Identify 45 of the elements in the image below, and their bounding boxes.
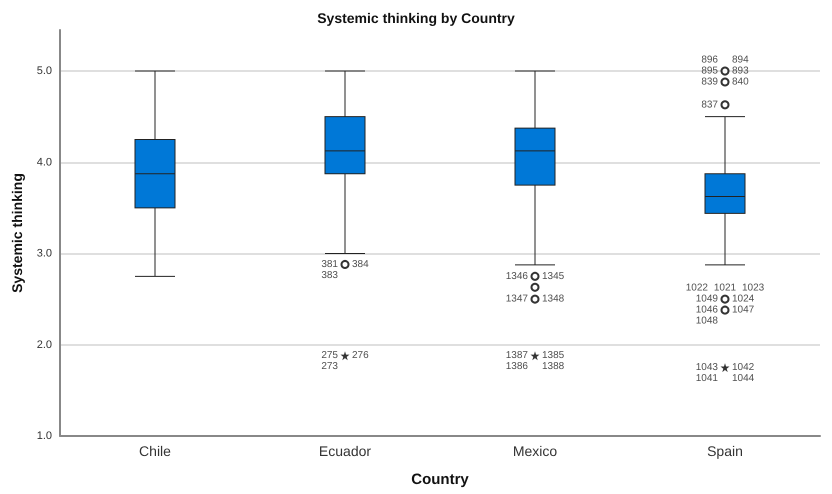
annotation: 275 bbox=[321, 350, 338, 362]
x-tick-label: Spain bbox=[707, 443, 743, 459]
x-tick-label: Ecuador bbox=[318, 443, 372, 459]
annotation: 1386 bbox=[506, 361, 528, 372]
annotation: 1046 bbox=[696, 304, 718, 316]
annotation: 1347 bbox=[506, 294, 528, 305]
annotation: 1041 bbox=[696, 373, 718, 384]
annotation: 384 bbox=[352, 258, 370, 270]
annotation: 1346 bbox=[506, 270, 528, 282]
annotation: 273 bbox=[321, 361, 338, 372]
annotation: 1043 bbox=[696, 362, 718, 374]
annotation: 381 bbox=[321, 258, 338, 270]
annotation: 837 bbox=[701, 99, 718, 110]
y-axis-title: Systemic thinking bbox=[9, 173, 25, 293]
annotation: 383 bbox=[321, 270, 338, 281]
annotation: 895 bbox=[701, 66, 718, 77]
x-tick-label: Chile bbox=[139, 443, 172, 459]
annotation: 276 bbox=[352, 350, 370, 362]
annotation: 1021 bbox=[714, 282, 737, 294]
x-tick-label: Mexico bbox=[512, 443, 558, 459]
annotation: 1023 bbox=[742, 282, 765, 294]
annotation: 1049 bbox=[696, 294, 718, 305]
annotation: 840 bbox=[732, 76, 750, 88]
y-tick-label: 1.0 bbox=[36, 430, 52, 442]
annotation: 839 bbox=[701, 76, 718, 88]
y-tick-label: 2.0 bbox=[36, 338, 52, 351]
annotation: 1022 bbox=[686, 282, 708, 294]
annotation: 1388 bbox=[542, 361, 565, 372]
annotation: 1348 bbox=[542, 294, 565, 305]
x-axis-title: Country bbox=[411, 471, 470, 488]
annotation: 893 bbox=[732, 66, 750, 77]
annotation: 1024 bbox=[732, 294, 755, 305]
annotation: 1044 bbox=[732, 373, 755, 384]
chart-title: Systemic thinking by Country bbox=[317, 10, 516, 26]
annotation: 1345 bbox=[542, 270, 565, 282]
annotation: 894 bbox=[732, 54, 750, 66]
annotation: 1385 bbox=[542, 350, 565, 362]
annotation: 1047 bbox=[732, 304, 755, 316]
annotation: 1048 bbox=[696, 316, 718, 327]
y-tick-label: 5.0 bbox=[36, 65, 52, 78]
y-tick-label: 4.0 bbox=[36, 156, 52, 168]
annotation: 1042 bbox=[732, 362, 755, 374]
y-tick-label: 3.0 bbox=[36, 248, 52, 260]
annotation: 1387 bbox=[506, 350, 528, 362]
annotation: 896 bbox=[701, 54, 718, 66]
